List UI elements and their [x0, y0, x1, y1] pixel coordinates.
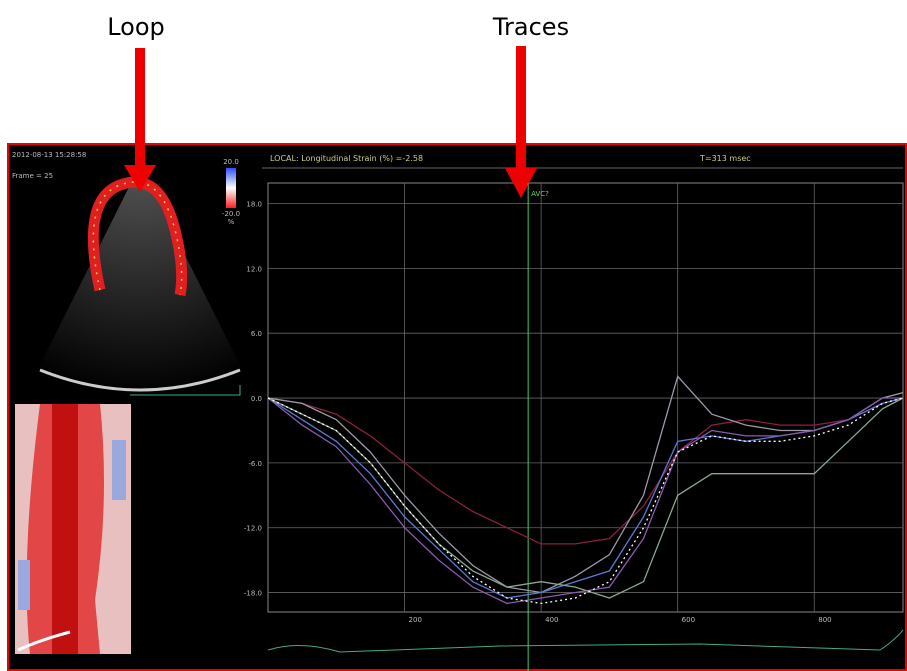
y-tick-label: -12.0 — [244, 525, 262, 533]
avc-label: AVC? — [531, 190, 549, 198]
colorbar-bottom: -20.0 — [222, 210, 240, 218]
y-tick-label: -18.0 — [244, 590, 262, 598]
screenshot: Loop Traces 20.0 -20.0 % 2012-08-13 15:2… — [0, 0, 907, 671]
chart-title: LOCAL: Longitudinal Strain (%) =-2.58 — [270, 154, 423, 163]
loop-arrow — [124, 48, 156, 192]
y-tick-label: 0.0 — [251, 395, 262, 403]
chart-subtitle: T=313 msec — [699, 154, 751, 163]
page: Loop Traces 20.0 -20.0 % 2012-08-13 15:2… — [0, 0, 907, 671]
traces-label: Traces — [492, 13, 569, 41]
strain-map-core — [52, 404, 78, 654]
loop-label: Loop — [107, 13, 165, 41]
strain-map-blue — [18, 560, 30, 610]
traces-arrow — [505, 46, 537, 198]
x-tick-label: 600 — [682, 616, 695, 624]
y-tick-label: 6.0 — [251, 330, 262, 338]
y-tick-label: 18.0 — [246, 201, 262, 209]
timestamp: 2012-08-13 15:28:58 — [12, 151, 86, 159]
y-tick-label: -6.0 — [248, 460, 262, 468]
x-tick-label: 200 — [409, 616, 422, 624]
strain-map-blue — [112, 440, 126, 500]
x-tick-label: 800 — [818, 616, 831, 624]
colorbar-unit: % — [228, 218, 235, 226]
color-bar — [226, 168, 236, 208]
x-tick-label: 400 — [545, 616, 558, 624]
frame-label: Frame = 25 — [12, 172, 53, 180]
y-tick-label: 12.0 — [246, 265, 262, 273]
colorbar-top: 20.0 — [223, 158, 239, 166]
